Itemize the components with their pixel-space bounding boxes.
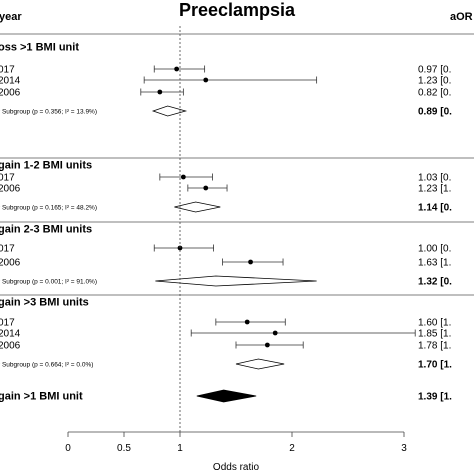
subgroup-diamond bbox=[151, 105, 188, 117]
point-estimate bbox=[248, 259, 253, 265]
point-estimate bbox=[174, 66, 180, 72]
subgroup-label: r Subgroup (p = 0.165; I² = 48.2%) bbox=[0, 205, 97, 212]
point-estimate bbox=[157, 89, 163, 95]
study-label: 017 bbox=[0, 244, 15, 255]
group-header: oss >1 BMI unit bbox=[0, 42, 79, 54]
estimate-text: 1.23 [1. bbox=[418, 184, 451, 195]
point-estimate bbox=[264, 342, 270, 348]
estimate-column-header: aOR bbox=[450, 11, 473, 23]
subgroup-label: r Subgroup (p = 0.664; I² = 0.0%) bbox=[0, 362, 93, 369]
estimate-text: 0.82 [0. bbox=[418, 88, 451, 99]
study-label: 2006 bbox=[0, 341, 21, 352]
study-label: 2014 bbox=[0, 76, 21, 87]
x-tick-label: 3 bbox=[401, 443, 407, 454]
group-header: gain 2-3 BMI units bbox=[0, 224, 92, 236]
study-label: 2006 bbox=[0, 258, 21, 269]
point-estimate bbox=[203, 77, 209, 83]
study-label: 017 bbox=[0, 65, 15, 76]
x-tick-label: 0 bbox=[65, 443, 71, 454]
overall-estimate-text: 1.39 [1. bbox=[418, 392, 452, 403]
x-tick-label: 0.5 bbox=[117, 443, 131, 454]
estimate-text: 1.03 [0. bbox=[418, 173, 451, 184]
point-estimate bbox=[180, 174, 186, 180]
study-label: 017 bbox=[0, 173, 15, 184]
study-label: 2006 bbox=[0, 184, 21, 195]
subgroup-diamond bbox=[174, 201, 221, 213]
estimate-text: 1.78 [1. bbox=[418, 341, 451, 352]
estimate-text: 1.60 [1. bbox=[418, 318, 451, 329]
group-header: gain 1-2 BMI units bbox=[0, 160, 92, 172]
study-label: 017 bbox=[0, 318, 15, 329]
x-axis-label: Odds ratio bbox=[213, 462, 260, 473]
estimate-text: 1.00 [0. bbox=[418, 244, 451, 255]
subgroup-estimate-text: 1.70 [1. bbox=[418, 360, 452, 371]
estimate-text: 1.23 [0. bbox=[418, 76, 451, 87]
subgroup-label: r Subgroup (p = 0.001; I² = 91.0%) bbox=[0, 279, 97, 286]
estimate-text: 1.85 [1. bbox=[418, 329, 451, 340]
study-label: 2006 bbox=[0, 88, 21, 99]
study-label: 2014 bbox=[0, 329, 21, 340]
group-header: gain >3 BMI units bbox=[0, 297, 89, 309]
subgroup-estimate-text: 1.32 [0. bbox=[418, 277, 452, 288]
estimate-text: 0.97 [0. bbox=[418, 65, 451, 76]
overall-diamond bbox=[196, 389, 257, 403]
subgroup-diamond bbox=[155, 275, 317, 287]
subgroup-estimate-text: 0.89 [0. bbox=[418, 107, 452, 118]
estimate-text: 1.63 [1. bbox=[418, 258, 451, 269]
subgroup-label: r Subgroup (p = 0.356; I² = 13.9%) bbox=[0, 109, 97, 116]
x-tick-label: 1 bbox=[177, 443, 183, 454]
overall-label: gain >1 BMI unit bbox=[0, 391, 83, 403]
point-estimate bbox=[244, 319, 250, 325]
x-tick-label: 2 bbox=[289, 443, 295, 454]
point-estimate bbox=[203, 185, 209, 191]
study-column-header: year bbox=[0, 11, 22, 23]
subgroup-diamond bbox=[235, 358, 285, 370]
point-estimate bbox=[272, 330, 278, 336]
subgroup-estimate-text: 1.14 [0. bbox=[418, 203, 452, 214]
chart-title: Preeclampsia bbox=[179, 0, 296, 20]
